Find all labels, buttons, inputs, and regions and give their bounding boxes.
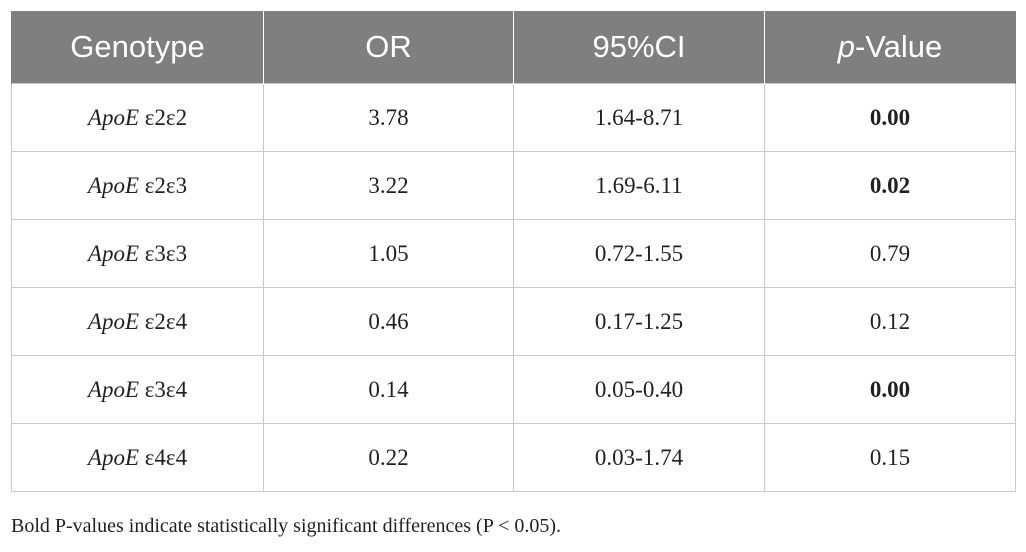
cell-or: 0.14 [263,355,514,424]
header-or: OR [263,11,514,84]
table-body: ApoE ε2ε2 3.78 1.64-8.71 0.00 ApoE ε2ε3 … [11,83,1016,492]
cell-ci: 1.69-6.11 [513,151,765,220]
header-pvalue-suffix: -Value [854,29,943,64]
gene-name: ApoE [87,444,140,470]
cell-pvalue: 0.00 [764,83,1016,152]
cell-genotype: ApoE ε4ε4 [11,423,264,492]
cell-pvalue: 0.12 [764,287,1016,356]
cell-genotype: ApoE ε2ε3 [11,151,264,220]
allele: ε4ε4 [139,444,188,470]
gene-name: ApoE [87,172,140,198]
table-row: ApoE ε4ε4 0.22 0.03-1.74 0.15 [11,423,1016,492]
cell-or: 1.05 [263,219,514,288]
cell-genotype: ApoE ε2ε4 [11,287,264,356]
header-ci: 95%CI [513,11,765,84]
cell-ci: 0.03-1.74 [513,423,765,492]
cell-pvalue: 0.15 [764,423,1016,492]
cell-ci: 0.17-1.25 [513,287,765,356]
cell-pvalue: 0.79 [764,219,1016,288]
genotype-odds-ratio-table: Genotype OR 95%CI p-Value ApoE ε2ε2 3.78… [11,11,1016,492]
gene-name: ApoE [87,376,140,402]
cell-ci: 0.05-0.40 [513,355,765,424]
header-pvalue: p-Value [764,11,1016,84]
table-row: ApoE ε2ε3 3.22 1.69-6.11 0.02 [11,151,1016,220]
allele: ε2ε2 [139,104,188,130]
cell-or: 0.22 [263,423,514,492]
table-row: ApoE ε3ε3 1.05 0.72-1.55 0.79 [11,219,1016,288]
gene-name: ApoE [87,308,140,334]
gene-name: ApoE [87,104,140,130]
cell-or: 3.78 [263,83,514,152]
table-row: ApoE ε2ε2 3.78 1.64-8.71 0.00 [11,83,1016,152]
gene-name: ApoE [87,240,140,266]
allele: ε2ε4 [139,308,188,334]
cell-pvalue: 0.02 [764,151,1016,220]
cell-genotype: ApoE ε3ε4 [11,355,264,424]
allele: ε3ε3 [139,240,188,266]
table-row: ApoE ε2ε4 0.46 0.17-1.25 0.12 [11,287,1016,356]
cell-or: 3.22 [263,151,514,220]
cell-pvalue: 0.00 [764,355,1016,424]
header-pvalue-p: p [837,29,855,64]
table-row: ApoE ε3ε4 0.14 0.05-0.40 0.00 [11,355,1016,424]
allele: ε2ε3 [139,172,188,198]
table-footnote: Bold P-values indicate statistically sig… [11,515,562,537]
cell-or: 0.46 [263,287,514,356]
genotype-table-container: Genotype OR 95%CI p-Value ApoE ε2ε2 3.78… [11,11,1016,492]
header-genotype: Genotype [11,11,264,84]
cell-ci: 1.64-8.71 [513,83,765,152]
cell-genotype: ApoE ε2ε2 [11,83,264,152]
table-header-row: Genotype OR 95%CI p-Value [11,11,1016,84]
cell-genotype: ApoE ε3ε3 [11,219,264,288]
allele: ε3ε4 [139,376,188,402]
cell-ci: 0.72-1.55 [513,219,765,288]
